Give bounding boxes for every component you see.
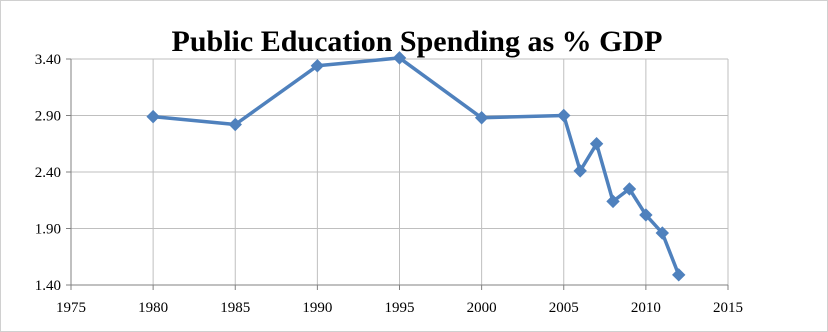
data-point-marker xyxy=(655,226,670,240)
data-point-marker xyxy=(589,137,604,151)
data-point-marker xyxy=(672,268,686,282)
x-tick-label: 1980 xyxy=(138,300,168,316)
x-tick-label: 1985 xyxy=(220,300,250,316)
x-tick-label: 2010 xyxy=(631,300,661,316)
series-line xyxy=(152,56,681,276)
data-point-marker xyxy=(557,108,571,123)
grid-lines xyxy=(70,58,729,286)
y-tick-label: 2.90 xyxy=(35,109,61,125)
x-tick-label: 2005 xyxy=(549,300,579,316)
data-point-marker xyxy=(573,164,587,178)
x-tick-label: 2015 xyxy=(713,300,743,316)
series-layer xyxy=(146,51,686,282)
data-point-marker xyxy=(310,59,325,73)
y-tick-label: 1.90 xyxy=(35,222,61,238)
x-tick-label: 1990 xyxy=(302,300,332,316)
x-tick-label: 1995 xyxy=(385,300,415,316)
x-tick-label: 1975 xyxy=(56,300,86,316)
data-point-marker xyxy=(606,194,620,209)
x-tick-label: 2000 xyxy=(467,300,497,316)
data-point-marker xyxy=(228,117,242,132)
chart-title: Public Education Spending as % GDP xyxy=(172,25,663,58)
y-tick-label: 3.40 xyxy=(35,52,61,68)
data-point-marker xyxy=(392,51,407,65)
data-point-marker xyxy=(622,182,637,196)
x-tick-labels: 1975 1980 1985 1990 1995 2000 2005 2010 2015 xyxy=(56,300,743,316)
data-point-marker xyxy=(146,109,160,124)
y-tick-label: 1.40 xyxy=(35,278,61,294)
y-tick-label: 2.40 xyxy=(35,165,61,181)
data-point-marker xyxy=(639,208,653,222)
data-point-marker xyxy=(474,111,489,125)
axes xyxy=(66,58,729,290)
y-tick-labels: 1.40 1.90 2.40 2.90 3.40 xyxy=(35,52,61,294)
